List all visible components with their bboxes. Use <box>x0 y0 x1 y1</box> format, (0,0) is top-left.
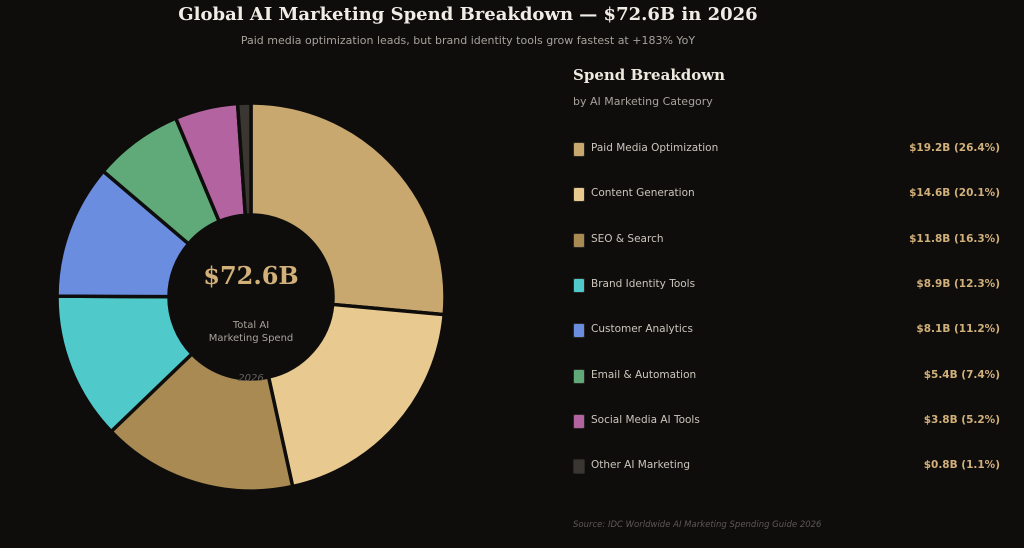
donut-slice-1 <box>266 302 446 489</box>
donut-slices <box>55 101 447 493</box>
chart-subtitle: Paid media optimization leads, but brand… <box>240 34 696 47</box>
legend-item: Other AI Marketing $0.8B (1.1%) <box>573 458 1000 475</box>
legend-item: Content Generation $14.6B (20.1%) <box>573 186 1000 203</box>
legend-label: Social Media AI Tools <box>591 413 700 426</box>
legend-subtitle: by AI Marketing Category <box>573 95 713 108</box>
center-label-line2: Marketing Spend <box>209 333 294 344</box>
legend-item: Brand Identity Tools $8.9B (12.3%) <box>573 277 1000 293</box>
legend-title: Spend Breakdown <box>573 66 726 84</box>
legend-item: SEO & Search $11.8B (16.3%) <box>573 232 1000 248</box>
legend-swatch <box>573 142 585 157</box>
legend-item: Customer Analytics $8.1B (11.2%) <box>573 322 1000 339</box>
donut-chart: $72.6B Total AI Marketing Spend 2026 <box>55 101 447 493</box>
legend-label: Email & Automation <box>591 368 697 381</box>
legend-swatch <box>573 277 585 293</box>
source-note: Source: IDC Worldwide AI Marketing Spend… <box>573 520 822 530</box>
donut-slice-7 <box>235 101 253 217</box>
legend-item: Paid Media Optimization $19.2B (26.4%) <box>573 141 1000 157</box>
legend-swatch <box>573 323 585 339</box>
legend-swatch <box>573 232 585 248</box>
legend-value: $19.2B (26.4%) <box>909 142 1000 154</box>
legend-label: Brand Identity Tools <box>591 277 696 290</box>
legend-value: $14.6B (20.1%) <box>909 187 1000 200</box>
center-total-value: $72.6B <box>203 261 298 290</box>
legend-label: Content Generation <box>591 187 695 200</box>
legend-swatch <box>573 413 585 429</box>
legend-label: Other AI Marketing <box>591 459 691 472</box>
legend-swatch <box>573 368 585 384</box>
donut-slice-0 <box>249 101 447 317</box>
legend-item: Email & Automation $5.4B (7.4%) <box>573 368 1000 384</box>
legend-value: $11.8B (16.3%) <box>909 232 1000 245</box>
center-year: 2026 <box>238 373 263 384</box>
legend-swatch <box>573 187 585 203</box>
legend-value: $8.1B (11.2%) <box>916 323 1000 336</box>
legend-item: Social Media AI Tools $3.8B (5.2%) <box>573 413 1000 429</box>
legend-label: Customer Analytics <box>591 323 694 336</box>
legend-value: $3.8B (5.2%) <box>923 413 1000 426</box>
legend-swatch <box>573 459 585 475</box>
legend-value: $8.9B (12.3%) <box>916 277 1000 290</box>
legend-label: SEO & Search <box>591 232 664 245</box>
legend-label: Paid Media Optimization <box>591 142 719 154</box>
legend-value: $0.8B (1.1%) <box>923 459 1000 472</box>
center-label-line1: Total AI <box>232 320 269 331</box>
legend-value: $5.4B (7.4%) <box>923 368 1000 381</box>
chart-title: Global AI Marketing Spend Breakdown — $7… <box>178 4 758 25</box>
